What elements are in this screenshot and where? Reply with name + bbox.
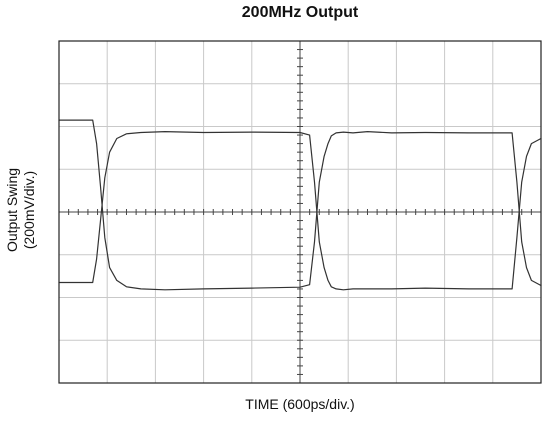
plot-frame <box>58 40 542 384</box>
x-axis-label: TIME (600ps/div.) <box>245 396 355 412</box>
signal-trace-2 <box>58 131 542 291</box>
chart-title: 200MHz Output <box>241 4 359 21</box>
signal-trace-1 <box>58 119 542 291</box>
